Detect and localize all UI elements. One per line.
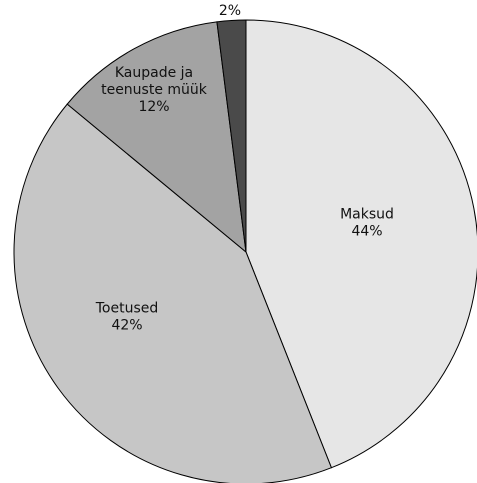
- slice-label-1: Toetused 42%: [95, 301, 159, 334]
- pie-slice-3: [216, 19, 247, 253]
- slice-value-label: 44%: [351, 224, 382, 240]
- slice-category-label: Maksud: [340, 207, 394, 223]
- slice-label-3: 2%: [219, 3, 241, 19]
- slice-label-2: Kaupade ja teenuste müük 12%: [101, 65, 208, 115]
- pie-slice-1: [13, 103, 333, 483]
- slice-label-0: Maksud 44%: [340, 207, 394, 240]
- slice-value-label: 2%: [219, 3, 241, 19]
- slice-value-label: 12%: [138, 99, 169, 115]
- pie-slice-0: [245, 19, 477, 469]
- slice-category-label: Kaupade ja: [115, 65, 193, 81]
- slice-category-label: Toetused: [95, 301, 159, 317]
- pie-slice-2: [66, 21, 247, 254]
- slice-value-label: 42%: [111, 318, 142, 334]
- slice-category-label: teenuste müük: [101, 82, 208, 98]
